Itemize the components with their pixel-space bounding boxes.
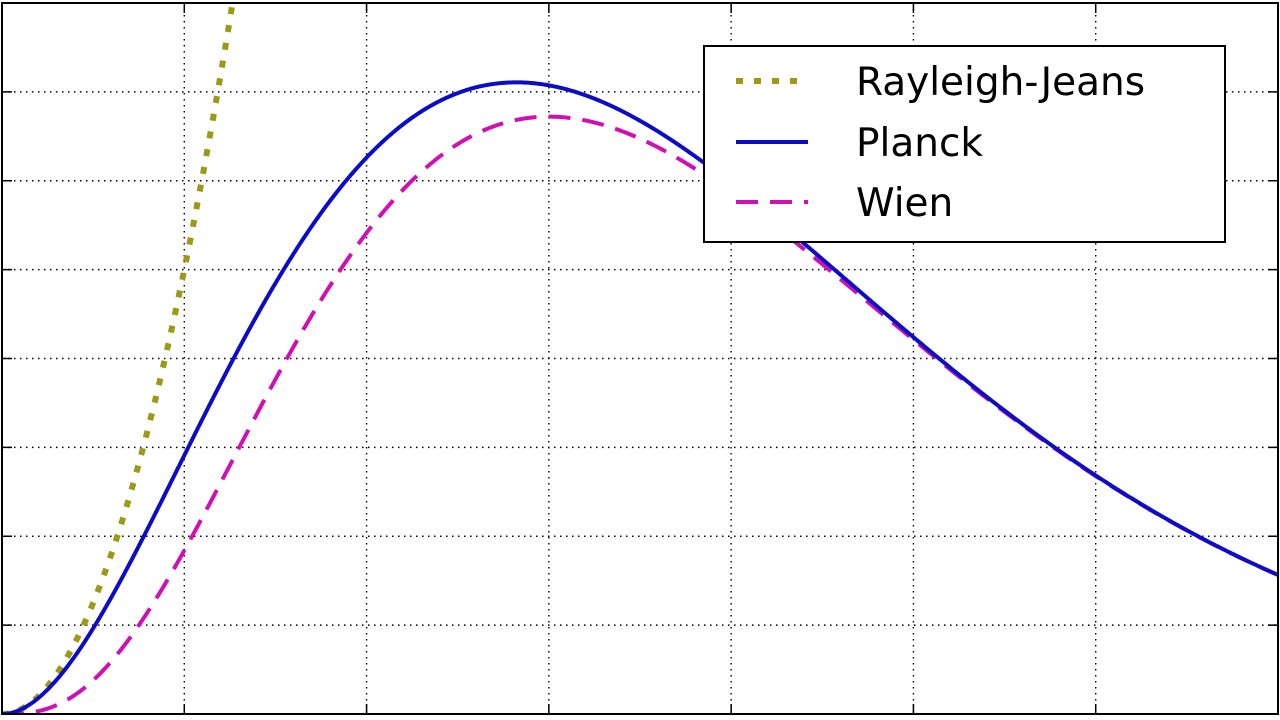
series-line-rayleigh-jeans: [2, 3, 236, 714]
axis-ticks: [2, 3, 1278, 714]
legend: Rayleigh-Jeans Planck Wien: [703, 45, 1226, 243]
legend-label-planck: Planck: [856, 121, 983, 166]
legend-label-rayleigh-jeans: Rayleigh-Jeans: [856, 60, 1145, 105]
legend-label-wien: Wien: [856, 181, 953, 226]
series-line-planck: [2, 80, 1278, 714]
